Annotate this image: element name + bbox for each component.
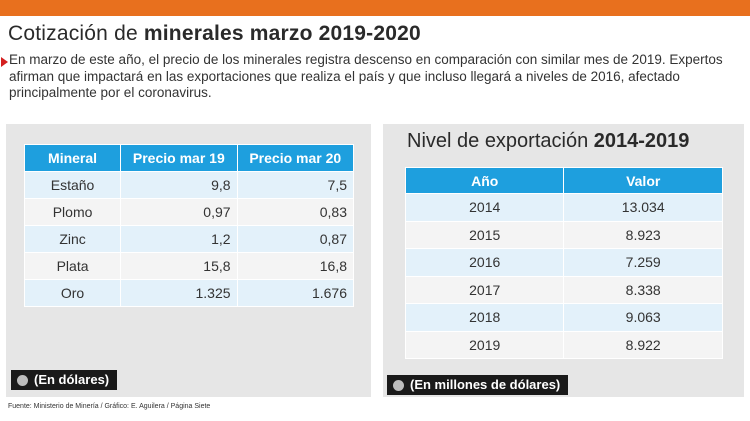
table-row: 2018 9.063 [404, 303, 723, 332]
price-2019: 0,97 [120, 198, 238, 226]
price-2020: 16,8 [236, 252, 355, 280]
table-row: 2019 8.922 [404, 330, 723, 359]
table-row: Plata 15,8 16,8 [23, 252, 355, 280]
year-cell: 2019 [404, 330, 565, 359]
bullet-dot-icon [393, 379, 404, 391]
value-cell: 13.034 [563, 193, 723, 222]
export-table: Año Valor 2014 13.034 2015 8.923 2016 7.… [404, 167, 723, 359]
prices-unit-label: (En dólares) [34, 372, 110, 387]
table-row: 2017 8.338 [404, 275, 723, 304]
title-regular: Cotización de [8, 22, 144, 45]
table-row: Oro 1.325 1.676 [23, 279, 355, 307]
col-ano: Año [404, 167, 565, 194]
export-title: Nivel de exportación 2014-2019 [407, 130, 689, 153]
prices-table: Mineral Precio mar 19 Precio mar 20 Esta… [23, 144, 355, 307]
price-2019: 1.325 [120, 279, 238, 307]
prices-panel: Mineral Precio mar 19 Precio mar 20 Esta… [6, 124, 371, 397]
price-2019: 15,8 [120, 252, 238, 280]
price-2019: 1,2 [120, 225, 238, 253]
year-cell: 2015 [404, 220, 565, 249]
source-credit: Fuente: Ministerio de Minería / Gráfico:… [8, 403, 211, 410]
bullet-dot-icon [17, 374, 28, 386]
price-2020: 0,83 [236, 198, 355, 226]
col-valor: Valor [563, 167, 723, 194]
mineral-name: Oro [23, 279, 122, 307]
value-cell: 8.338 [563, 275, 723, 304]
col-precio-19: Precio mar 19 [120, 144, 238, 172]
mineral-name: Zinc [23, 225, 122, 253]
price-2020: 1.676 [236, 279, 355, 307]
year-cell: 2018 [404, 303, 565, 332]
table-row: 2014 13.034 [404, 193, 723, 222]
price-2020: 0,87 [236, 225, 355, 253]
value-cell: 9.063 [563, 303, 723, 332]
mineral-name: Plata [23, 252, 122, 280]
prices-header-row: Mineral Precio mar 19 Precio mar 20 [23, 144, 355, 172]
export-unit-note: (En millones de dólares) [387, 375, 569, 395]
col-mineral: Mineral [23, 144, 122, 172]
title-bold: minerales marzo 2019-2020 [143, 22, 421, 45]
export-title-regular: Nivel de exportación [407, 130, 594, 152]
page-title: Cotización de minerales marzo 2019-2020 [8, 22, 421, 46]
bullet-arrow-icon [1, 57, 8, 67]
export-header-row: Año Valor [404, 167, 723, 194]
value-cell: 7.259 [563, 248, 723, 277]
description-text: En marzo de este año, el precio de los m… [9, 52, 723, 100]
year-cell: 2016 [404, 248, 565, 277]
export-unit-label: (En millones de dólares) [410, 377, 561, 392]
table-row: 2015 8.923 [404, 220, 723, 249]
year-cell: 2014 [404, 193, 565, 222]
col-precio-20: Precio mar 20 [236, 144, 355, 172]
value-cell: 8.923 [563, 220, 723, 249]
table-row: Estaño 9,8 7,5 [23, 171, 355, 199]
prices-unit-note: (En dólares) [11, 370, 118, 390]
export-title-bold: 2014-2019 [593, 130, 690, 152]
price-2019: 9,8 [120, 171, 238, 199]
value-cell: 8.922 [563, 330, 723, 359]
mineral-name: Estaño [23, 171, 122, 199]
mineral-name: Plomo [23, 198, 122, 226]
year-cell: 2017 [404, 275, 565, 304]
price-2020: 7,5 [236, 171, 355, 199]
export-panel: Nivel de exportación 2014-2019 Año Valor… [383, 124, 744, 397]
table-row: Plomo 0,97 0,83 [23, 198, 355, 226]
table-row: Zinc 1,2 0,87 [23, 225, 355, 253]
table-row: 2016 7.259 [404, 248, 723, 277]
top-accent-bar [0, 0, 750, 16]
